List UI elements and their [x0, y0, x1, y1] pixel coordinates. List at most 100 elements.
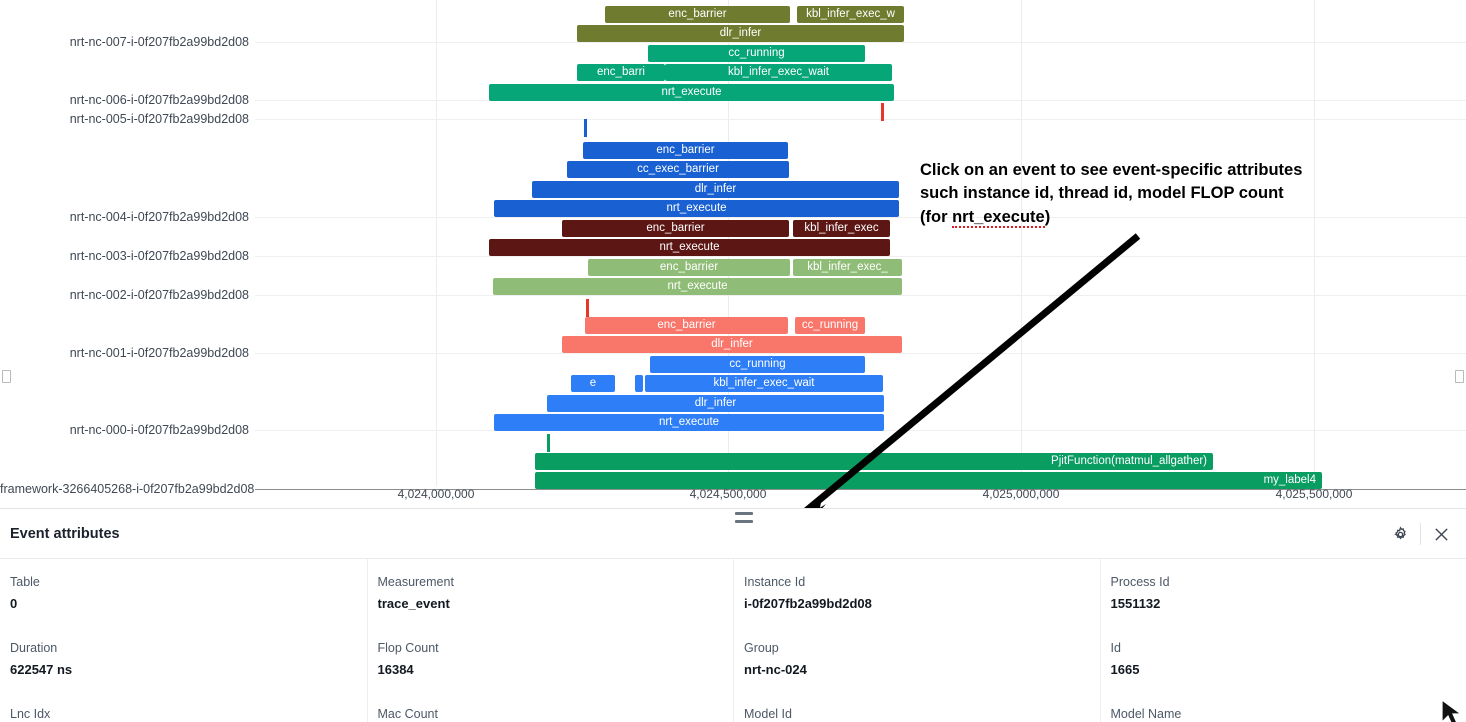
attribute-key: Group	[744, 641, 779, 655]
timeline-bar[interactable]: enc_barrier	[588, 259, 790, 276]
timeline-bar[interactable]: enc_barrier	[562, 220, 789, 237]
x-axis-tick-label: 4,024,000,000	[397, 487, 475, 501]
action-divider	[1420, 523, 1421, 545]
vertical-gridline	[1314, 0, 1315, 486]
timeline-bar[interactable]: cc_exec_barrier	[567, 161, 789, 178]
x-axis-tick-label: 4,024,500,000	[689, 487, 767, 501]
timeline-bar[interactable]: kbl_infer_exec_	[793, 259, 902, 276]
timeline-bar[interactable]: my_label4	[535, 472, 1322, 489]
attribute-value: 16384	[377, 662, 414, 677]
attribute-cell: Table 0	[0, 559, 367, 625]
attribute-value: 1551132	[1110, 596, 1161, 611]
timeline-instant-marker[interactable]	[881, 103, 884, 121]
attribute-key: Flop Count	[377, 641, 439, 655]
attributes-grid: Table 0 Measurement trace_event Instance Id i…	[0, 559, 1466, 722]
vertical-gridline	[436, 0, 437, 486]
horizontal-gridline	[255, 353, 1466, 354]
attribute-value: 1665	[1110, 662, 1140, 677]
annotation-line-3: (for nrt_execute)	[920, 206, 1430, 229]
timeline-row-label: nrt-nc-003-i-0f207fb2a99bd2d08	[69, 249, 249, 263]
annotation-line-1: Click on an event to see event-specific …	[920, 161, 1303, 179]
timeline-bar[interactable]: enc_barrier	[583, 142, 788, 159]
attribute-cell: Lnc Idx	[0, 691, 367, 722]
attribute-value: 622547 ns	[10, 662, 73, 677]
timeline-bar[interactable]: nrt_execute	[489, 239, 890, 256]
attribute-value: i-0f207fb2a99bd2d08	[744, 596, 872, 611]
attribute-value: 0	[10, 596, 18, 611]
attribute-value: trace_event	[377, 596, 450, 611]
panel-header: Event attributes	[0, 509, 1466, 559]
horizontal-gridline	[255, 295, 1466, 296]
attribute-key: Duration	[10, 641, 58, 655]
x-axis-tick-label: 4,025,500,000	[1275, 487, 1353, 501]
timeline-bar[interactable]: cc_running	[648, 45, 865, 62]
mouse-cursor-icon	[1441, 700, 1463, 722]
timeline-bar[interactable]	[635, 375, 643, 392]
timeline-row-label: nrt-nc-002-i-0f207fb2a99bd2d08	[69, 288, 249, 302]
timeline-bar[interactable]: kbl_infer_exec_w	[797, 6, 904, 23]
annotation-line-2: such instance id, thread id, model FLOP …	[920, 184, 1284, 203]
timeline-row-label: nrt-nc-001-i-0f207fb2a99bd2d08	[69, 346, 249, 360]
timeline-bar[interactable]: dlr_infer	[577, 25, 904, 42]
attribute-key: Id	[1110, 641, 1121, 655]
timeline-bar[interactable]: kbl_infer_exec_wait	[645, 375, 883, 392]
x-axis-tick-label: 4,025,000,000	[982, 487, 1060, 501]
annotation-event-name: nrt_execute	[952, 207, 1045, 228]
panel-drag-handle[interactable]	[735, 512, 753, 523]
timeline-bar[interactable]: nrt_execute	[493, 278, 902, 295]
attribute-cell: Duration 622547 ns	[0, 625, 367, 691]
timeline-bar[interactable]: enc_barrier	[585, 317, 788, 334]
timeline-bar[interactable]: cc_running	[650, 356, 865, 373]
attribute-cell: Group nrt-nc-024	[733, 625, 1100, 691]
horizontal-gridline	[255, 256, 1466, 257]
timeline-bar[interactable]: enc_barrier	[605, 6, 790, 23]
timeline-instant-marker[interactable]	[547, 434, 550, 452]
attribute-key: Table	[10, 575, 40, 589]
attribute-cell: Mac Count	[366, 691, 734, 722]
attribute-key: Model Id	[744, 707, 792, 721]
attribute-value: nrt-nc-024	[744, 662, 807, 677]
horizontal-gridline	[255, 42, 1466, 43]
vertical-gridline	[1021, 0, 1022, 486]
attribute-cell: Process Id 1551132	[1099, 559, 1466, 625]
timeline-chart[interactable]: nrt-nc-007-i-0f207fb2a99bd2d08 nrt-nc-006…	[0, 0, 1466, 508]
timeline-bar[interactable]: dlr_infer	[562, 336, 902, 353]
attribute-cell: Flop Count 16384	[366, 625, 734, 691]
attribute-key: Measurement	[377, 575, 454, 589]
annotation-line-3-prefix: (for	[920, 207, 953, 226]
timeline-row-label: nrt-nc-006-i-0f207fb2a99bd2d08	[69, 93, 249, 107]
timeline-bar[interactable]: nrt_execute	[489, 84, 894, 101]
timeline-bar[interactable]: kbl_infer_exec	[793, 220, 890, 237]
close-icon[interactable]	[1424, 517, 1458, 551]
gear-icon[interactable]	[1383, 517, 1417, 551]
timeline-row-label: framework-3266405268-i-0f207fb2a99bd2d08	[0, 482, 255, 496]
attribute-key: Mac Count	[377, 707, 438, 721]
timeline-bar[interactable]: nrt_execute	[494, 200, 899, 217]
timeline-row-label: nrt-nc-004-i-0f207fb2a99bd2d08	[69, 210, 249, 224]
timeline-row-label: nrt-nc-007-i-0f207fb2a99bd2d08	[69, 35, 249, 49]
timeline-bar[interactable]: nrt_execute	[494, 414, 884, 431]
annotation-callout: Click on an event to see event-specific …	[920, 159, 1430, 229]
timeline-bar[interactable]: e	[571, 375, 615, 392]
attribute-key: Process Id	[1110, 575, 1170, 589]
timeline-bar[interactable]: dlr_infer	[532, 181, 899, 198]
timeline-bar[interactable]: enc_barri	[577, 64, 665, 81]
attribute-key: Model Name	[1110, 707, 1182, 721]
attribute-cell: Measurement trace_event	[366, 559, 734, 625]
attribute-cell: Model Id	[733, 691, 1100, 722]
attribute-key: Instance Id	[744, 575, 806, 589]
timeline-bar[interactable]: kbl_infer_exec_wait	[665, 64, 892, 81]
timeline-bar[interactable]: cc_running	[795, 317, 865, 334]
attribute-cell: Id 1665	[1099, 625, 1466, 691]
timeline-row-label: nrt-nc-005-i-0f207fb2a99bd2d08	[69, 112, 249, 126]
timeline-instant-marker[interactable]	[586, 299, 589, 317]
timeline-bar[interactable]: PjitFunction(matmul_allgather)	[535, 453, 1213, 470]
left-range-handle[interactable]	[2, 370, 11, 383]
timeline-bar[interactable]: dlr_infer	[547, 395, 884, 412]
right-range-handle[interactable]	[1455, 370, 1464, 383]
horizontal-gridline	[255, 119, 1466, 120]
panel-actions	[1383, 509, 1458, 559]
timeline-instant-marker[interactable]	[584, 119, 587, 137]
annotation-line-3-suffix: )	[1044, 207, 1051, 226]
